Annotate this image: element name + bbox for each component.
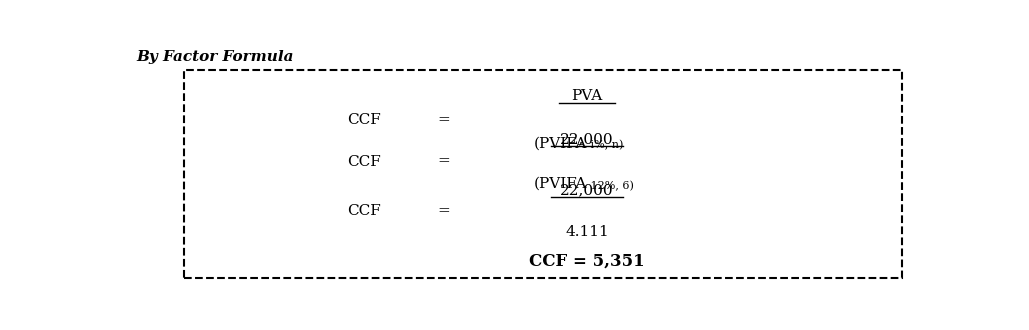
Text: (PVIFA: (PVIFA: [534, 136, 588, 150]
Text: i%, n): i%, n): [588, 140, 624, 150]
Text: CCF: CCF: [347, 113, 381, 127]
Text: 22,000: 22,000: [561, 132, 614, 146]
Text: 4.111: 4.111: [565, 225, 609, 239]
Text: =: =: [437, 204, 450, 218]
Text: By Factor Formula: By Factor Formula: [137, 50, 294, 64]
Text: CCF = 5,351: CCF = 5,351: [529, 252, 645, 269]
Text: CCF: CCF: [347, 154, 381, 169]
Text: PVA: PVA: [571, 89, 603, 103]
Text: CCF: CCF: [347, 204, 381, 218]
Text: =: =: [437, 154, 450, 169]
Text: (PVIFA: (PVIFA: [534, 177, 588, 191]
Text: 22,000: 22,000: [561, 183, 614, 197]
Text: =: =: [437, 113, 450, 127]
Text: 12%, 6): 12%, 6): [588, 181, 634, 191]
